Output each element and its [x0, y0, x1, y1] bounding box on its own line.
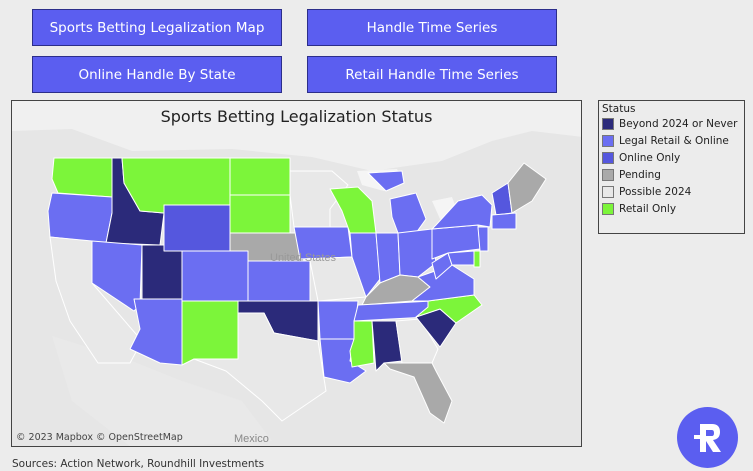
- legend-item-online-only[interactable]: Online Only: [602, 151, 680, 165]
- state-ohio[interactable]: [397, 228, 437, 278]
- state-alabama[interactable]: [371, 320, 403, 372]
- state-north-carolina[interactable]: [415, 294, 483, 324]
- state-mississippi[interactable]: [349, 320, 375, 368]
- legend-item-legal-retail-online[interactable]: Legal Retail & Online: [602, 134, 729, 148]
- country-label-us: United States: [270, 252, 337, 264]
- state-colorado[interactable]: [181, 250, 249, 302]
- state-kansas[interactable]: [247, 260, 311, 302]
- online-handle-by-state-button[interactable]: Online Handle By State: [32, 56, 282, 93]
- state-florida[interactable]: [383, 362, 453, 424]
- state-south-dakota[interactable]: [229, 194, 291, 234]
- retail-handle-time-series-button[interactable]: Retail Handle Time Series: [307, 56, 557, 93]
- legend-label: Legal Retail & Online: [619, 135, 729, 147]
- legend-swatch: [602, 118, 614, 130]
- legend-label: Retail Only: [619, 203, 677, 215]
- state-massachusetts[interactable]: [491, 212, 517, 230]
- logo-r-icon: [693, 423, 721, 452]
- legend-swatch: [602, 203, 614, 215]
- state-indiana[interactable]: [375, 232, 401, 284]
- state-minnesota[interactable]: [289, 170, 349, 228]
- sources-note: Sources: Action Network, Roundhill Inves…: [12, 458, 265, 470]
- legend-swatch: [602, 152, 614, 164]
- legend-item-pending[interactable]: Pending: [602, 168, 661, 182]
- roundhill-logo: [677, 407, 738, 468]
- state-texas[interactable]: [193, 312, 327, 422]
- state-maryland[interactable]: [447, 250, 475, 266]
- legend-item-retail-only[interactable]: Retail Only: [602, 202, 676, 216]
- state-new-york[interactable]: [431, 194, 493, 230]
- state-new-mexico[interactable]: [181, 300, 239, 366]
- legend-item-possible-2024[interactable]: Possible 2024: [602, 185, 691, 199]
- state-arkansas[interactable]: [317, 300, 359, 340]
- map-legend: Status Beyond 2024 or Never Legal Retail…: [598, 100, 745, 234]
- legend-title: Status: [602, 103, 636, 115]
- state-north-dakota[interactable]: [229, 157, 291, 196]
- legend-label: Possible 2024: [619, 186, 692, 198]
- legend-item-beyond-2024[interactable]: Beyond 2024 or Never: [602, 117, 737, 131]
- state-missouri[interactable]: [303, 256, 367, 302]
- legend-label: Beyond 2024 or Never: [619, 118, 738, 130]
- us-map[interactable]: United States Mexico: [12, 101, 582, 447]
- sports-betting-map-button[interactable]: Sports Betting Legalization Map: [32, 9, 282, 46]
- legend-swatch: [602, 169, 614, 181]
- legend-label: Online Only: [619, 152, 681, 164]
- legalization-map[interactable]: United States Mexico Sports Betting Lega…: [11, 100, 582, 447]
- state-washington[interactable]: [51, 157, 113, 198]
- state-oregon[interactable]: [47, 192, 113, 244]
- handle-time-series-button[interactable]: Handle Time Series: [307, 9, 557, 46]
- state-georgia[interactable]: [395, 318, 439, 364]
- map-title: Sports Betting Legalization Status: [160, 107, 433, 126]
- state-utah[interactable]: [141, 244, 183, 300]
- legend-swatch: [602, 135, 614, 147]
- state-new-jersey[interactable]: [477, 226, 489, 252]
- state-wyoming[interactable]: [163, 204, 231, 252]
- state-delaware[interactable]: [473, 250, 481, 268]
- state-virginia[interactable]: [411, 264, 475, 302]
- state-maine[interactable]: [507, 162, 547, 214]
- country-label-mexico: Mexico: [234, 433, 269, 445]
- legend-swatch: [602, 186, 614, 198]
- map-attribution[interactable]: © 2023 Mapbox © OpenStreetMap: [16, 432, 183, 443]
- state-illinois[interactable]: [349, 232, 381, 298]
- legend-label: Pending: [619, 169, 661, 181]
